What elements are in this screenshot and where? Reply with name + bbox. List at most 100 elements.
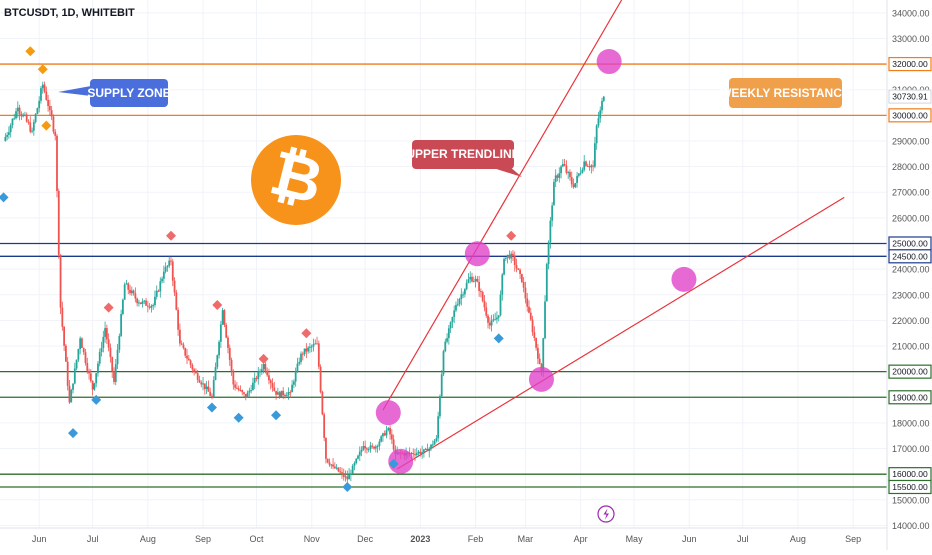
time-axis: Jun Jul Aug Sep Oct Nov Dec 2023 Feb Mar Apr May Jun… bbox=[0, 527, 887, 544]
candle-body bbox=[383, 433, 386, 436]
candle-body bbox=[198, 379, 201, 383]
candle-body bbox=[412, 453, 415, 455]
candle-body bbox=[458, 299, 461, 305]
touch-marker bbox=[596, 49, 622, 75]
candle-body bbox=[146, 305, 149, 307]
candle-body bbox=[273, 387, 276, 391]
x-tick-label: Jun bbox=[32, 534, 47, 544]
candle-body bbox=[579, 172, 582, 174]
candle-body bbox=[353, 463, 356, 466]
last-price-label: 30730.91 bbox=[892, 92, 928, 102]
misc bbox=[597, 505, 615, 523]
candle-body bbox=[554, 175, 557, 182]
candle-body bbox=[570, 177, 573, 185]
candle-body bbox=[116, 349, 119, 365]
candle-body bbox=[526, 298, 529, 307]
candle-body bbox=[129, 289, 131, 294]
candle-body bbox=[127, 283, 130, 290]
candle-body bbox=[276, 392, 279, 395]
candle-body bbox=[538, 358, 541, 364]
candle-body bbox=[196, 373, 199, 380]
candle-body bbox=[501, 274, 504, 295]
y-tick-label: 28000.00 bbox=[892, 162, 930, 172]
candle-body bbox=[421, 452, 424, 454]
candle-body bbox=[180, 343, 183, 345]
candle-body bbox=[66, 361, 69, 386]
pivot-marker bbox=[0, 192, 9, 203]
candle-body bbox=[212, 380, 215, 398]
candle-body bbox=[22, 114, 25, 117]
candle-body bbox=[298, 362, 301, 364]
candle-body bbox=[351, 465, 354, 474]
upper-trendline-label: UPPER TRENDLINE bbox=[406, 147, 519, 161]
x-tick-label: 2023 bbox=[410, 534, 430, 544]
candle-body bbox=[91, 380, 94, 390]
y-tick-label: 27000.00 bbox=[892, 188, 930, 198]
candle-body bbox=[109, 347, 112, 358]
callouts: SUPPLY ZONE UPPER TRENDLINE WEEKLY RESIS… bbox=[58, 78, 850, 177]
candle-body bbox=[419, 451, 422, 454]
candle-body bbox=[369, 445, 372, 450]
candle-body bbox=[303, 348, 306, 355]
candle-body bbox=[300, 353, 302, 363]
candle-body bbox=[569, 172, 571, 178]
touch-marker bbox=[528, 366, 554, 392]
candle-body bbox=[175, 292, 178, 310]
candle-body bbox=[81, 338, 83, 349]
candle-body bbox=[223, 310, 226, 325]
candle-body bbox=[18, 107, 21, 115]
candle-body bbox=[11, 118, 14, 126]
candle-body bbox=[207, 386, 210, 392]
x-tick-label: Oct bbox=[249, 534, 264, 544]
candle-body bbox=[417, 451, 420, 454]
candle-body bbox=[380, 436, 383, 442]
candle-body bbox=[462, 294, 464, 296]
candle-body bbox=[542, 338, 545, 372]
level-badge bbox=[888, 390, 932, 405]
candle-body bbox=[280, 390, 283, 397]
candle-body bbox=[567, 172, 570, 174]
candle-body bbox=[342, 473, 345, 477]
candle-body bbox=[211, 395, 213, 398]
pivot-marker bbox=[233, 412, 244, 423]
level-badge-label: 32000.00 bbox=[892, 59, 928, 69]
candle-body bbox=[572, 184, 575, 188]
candle-body bbox=[193, 369, 196, 372]
candle-body bbox=[561, 164, 564, 167]
candle-body bbox=[184, 347, 187, 356]
candle-body bbox=[34, 113, 37, 123]
candle-body bbox=[235, 387, 238, 389]
candle-body bbox=[27, 121, 30, 123]
candle-body bbox=[202, 383, 204, 385]
candle-body bbox=[77, 349, 80, 360]
candle-body bbox=[132, 290, 135, 294]
candle-body bbox=[219, 324, 222, 342]
candle-body bbox=[209, 391, 212, 396]
x-tick-label: Mar bbox=[518, 534, 534, 544]
candle-body bbox=[544, 301, 546, 339]
candle-body bbox=[601, 100, 603, 111]
candle-body bbox=[243, 392, 245, 394]
candle-body bbox=[48, 106, 51, 111]
x-tick-label: Dec bbox=[357, 534, 374, 544]
candle-body bbox=[410, 453, 413, 455]
candle-body bbox=[536, 347, 539, 359]
candle-body bbox=[227, 337, 229, 348]
candle-body bbox=[446, 338, 448, 342]
touch-marker bbox=[671, 266, 697, 292]
candle-body bbox=[50, 110, 53, 117]
pivot-marker bbox=[388, 458, 399, 469]
candle-body bbox=[13, 118, 16, 120]
level-badge bbox=[888, 108, 932, 123]
candle-body bbox=[145, 300, 147, 306]
candle-body bbox=[519, 269, 521, 274]
touch-markers bbox=[375, 49, 697, 474]
candle-body bbox=[155, 290, 158, 297]
y-tick-label: 23000.00 bbox=[892, 290, 930, 300]
candle-body bbox=[599, 110, 602, 119]
y-tick-label: 24000.00 bbox=[892, 265, 930, 275]
candle-body bbox=[535, 337, 538, 348]
candle-body bbox=[40, 88, 42, 101]
x-tick-label: Nov bbox=[304, 534, 321, 544]
